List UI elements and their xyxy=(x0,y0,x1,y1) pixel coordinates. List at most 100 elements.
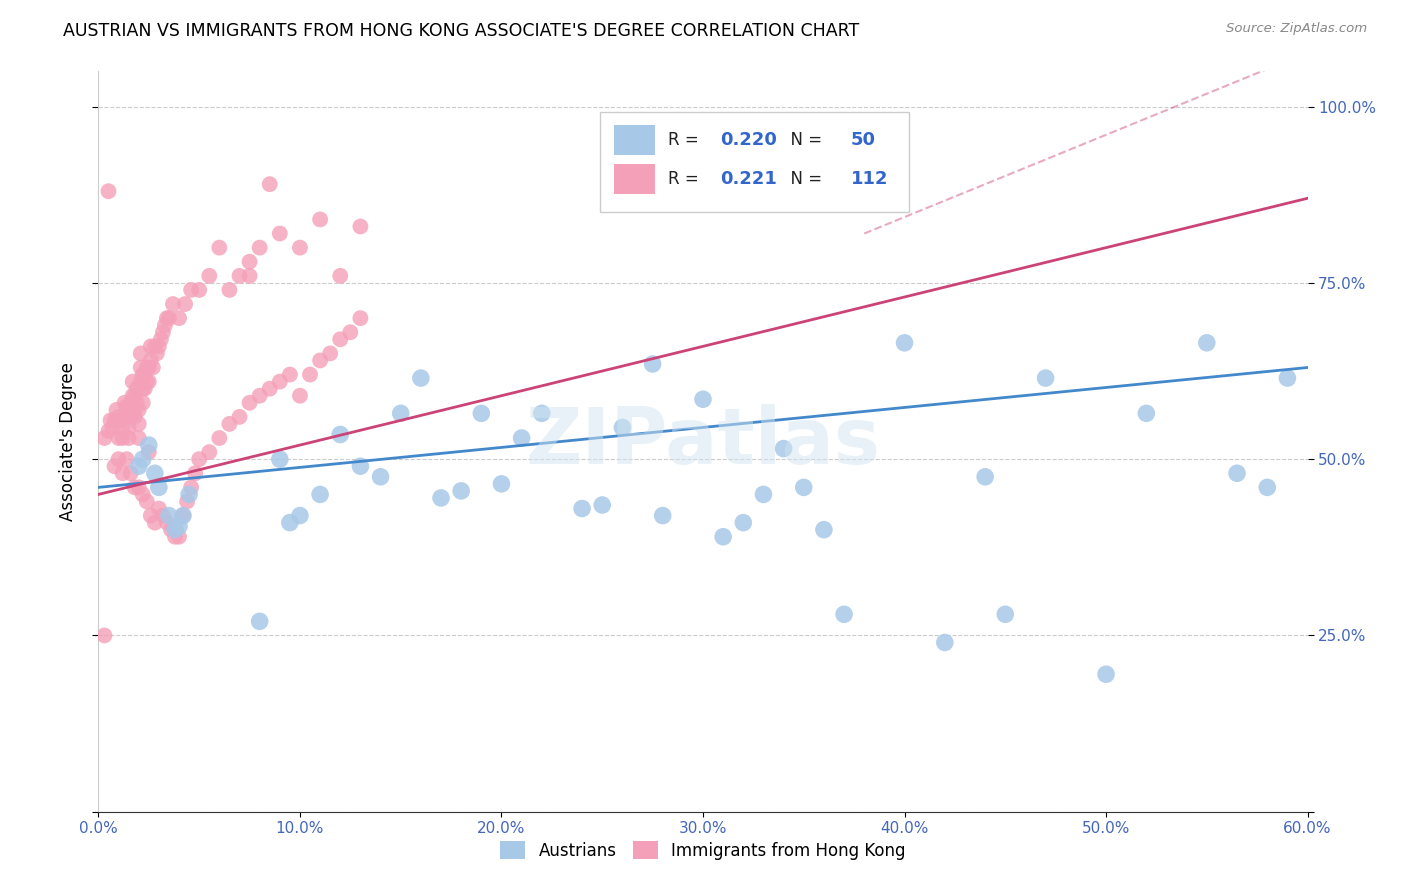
Point xyxy=(135,494,157,508)
Point xyxy=(143,339,166,353)
Point xyxy=(309,353,332,368)
Text: ZIPatlas: ZIPatlas xyxy=(526,403,880,480)
Point xyxy=(134,368,156,382)
Point xyxy=(470,406,492,420)
Point xyxy=(114,396,136,410)
Point xyxy=(772,442,794,456)
Point xyxy=(148,339,170,353)
Point xyxy=(139,353,162,368)
Point xyxy=(157,311,180,326)
Point xyxy=(612,420,634,434)
Point xyxy=(591,498,613,512)
Point xyxy=(107,431,129,445)
Point xyxy=(138,445,160,459)
Point xyxy=(1256,480,1278,494)
Point xyxy=(389,406,412,420)
Point xyxy=(125,396,148,410)
Text: 0.221: 0.221 xyxy=(720,169,776,187)
Point xyxy=(128,480,150,494)
Point xyxy=(125,382,148,396)
Point xyxy=(208,431,231,445)
Point xyxy=(160,523,183,537)
Point xyxy=(309,487,332,501)
Point xyxy=(259,177,281,191)
Point xyxy=(692,392,714,407)
Point xyxy=(107,452,129,467)
Point xyxy=(132,452,155,467)
Point xyxy=(115,452,138,467)
Text: AUSTRIAN VS IMMIGRANTS FROM HONG KONG ASSOCIATE'S DEGREE CORRELATION CHART: AUSTRIAN VS IMMIGRANTS FROM HONG KONG AS… xyxy=(63,22,859,40)
Point xyxy=(530,406,553,420)
Point xyxy=(132,487,155,501)
Point xyxy=(129,346,152,360)
Legend: Austrians, Immigrants from Hong Kong: Austrians, Immigrants from Hong Kong xyxy=(494,835,912,866)
Point xyxy=(118,406,141,420)
Point xyxy=(370,470,392,484)
Point xyxy=(111,467,134,481)
Point xyxy=(299,368,322,382)
Text: 50: 50 xyxy=(851,131,876,149)
Point xyxy=(491,476,513,491)
Point xyxy=(249,615,271,629)
Point xyxy=(1226,467,1249,481)
Point xyxy=(934,635,956,649)
FancyBboxPatch shape xyxy=(613,164,655,194)
Point xyxy=(146,346,169,360)
Point xyxy=(1095,667,1118,681)
Point xyxy=(110,413,132,427)
Point xyxy=(269,227,291,241)
Point xyxy=(143,467,166,481)
Point xyxy=(120,467,142,481)
Point xyxy=(793,480,815,494)
Point xyxy=(128,459,150,474)
Point xyxy=(269,452,291,467)
Point xyxy=(101,420,124,434)
Point xyxy=(121,375,143,389)
Point xyxy=(118,420,141,434)
Text: R =: R = xyxy=(668,169,704,187)
Point xyxy=(167,530,190,544)
Point xyxy=(249,241,271,255)
Point xyxy=(172,508,194,523)
Point xyxy=(239,268,262,283)
Point xyxy=(128,402,150,417)
Point xyxy=(135,375,157,389)
Point xyxy=(249,389,271,403)
Point xyxy=(641,357,664,371)
Point xyxy=(239,396,262,410)
Point xyxy=(167,519,190,533)
Point xyxy=(319,346,342,360)
Point xyxy=(228,409,250,424)
Point xyxy=(309,212,332,227)
Point xyxy=(138,375,160,389)
Point xyxy=(129,375,152,389)
Point xyxy=(1277,371,1299,385)
Point xyxy=(148,480,170,494)
FancyBboxPatch shape xyxy=(613,126,655,155)
Point xyxy=(198,268,221,283)
Point xyxy=(142,360,165,375)
Point xyxy=(124,402,146,417)
Point xyxy=(409,371,432,385)
Point xyxy=(163,523,186,537)
Point xyxy=(288,389,311,403)
Point xyxy=(1195,335,1218,350)
Point xyxy=(179,487,201,501)
Point xyxy=(93,431,115,445)
Point xyxy=(218,283,240,297)
Point xyxy=(121,389,143,403)
Point xyxy=(733,516,755,530)
Point xyxy=(450,483,472,498)
Point xyxy=(143,516,166,530)
Point xyxy=(288,241,311,255)
Point xyxy=(176,494,198,508)
Y-axis label: Associate's Degree: Associate's Degree xyxy=(59,362,77,521)
Point xyxy=(813,523,835,537)
Point xyxy=(162,297,184,311)
Text: N =: N = xyxy=(780,169,828,187)
Point xyxy=(132,396,155,410)
Point xyxy=(103,413,125,427)
Point xyxy=(132,382,155,396)
Point xyxy=(288,508,311,523)
Point xyxy=(111,420,134,434)
